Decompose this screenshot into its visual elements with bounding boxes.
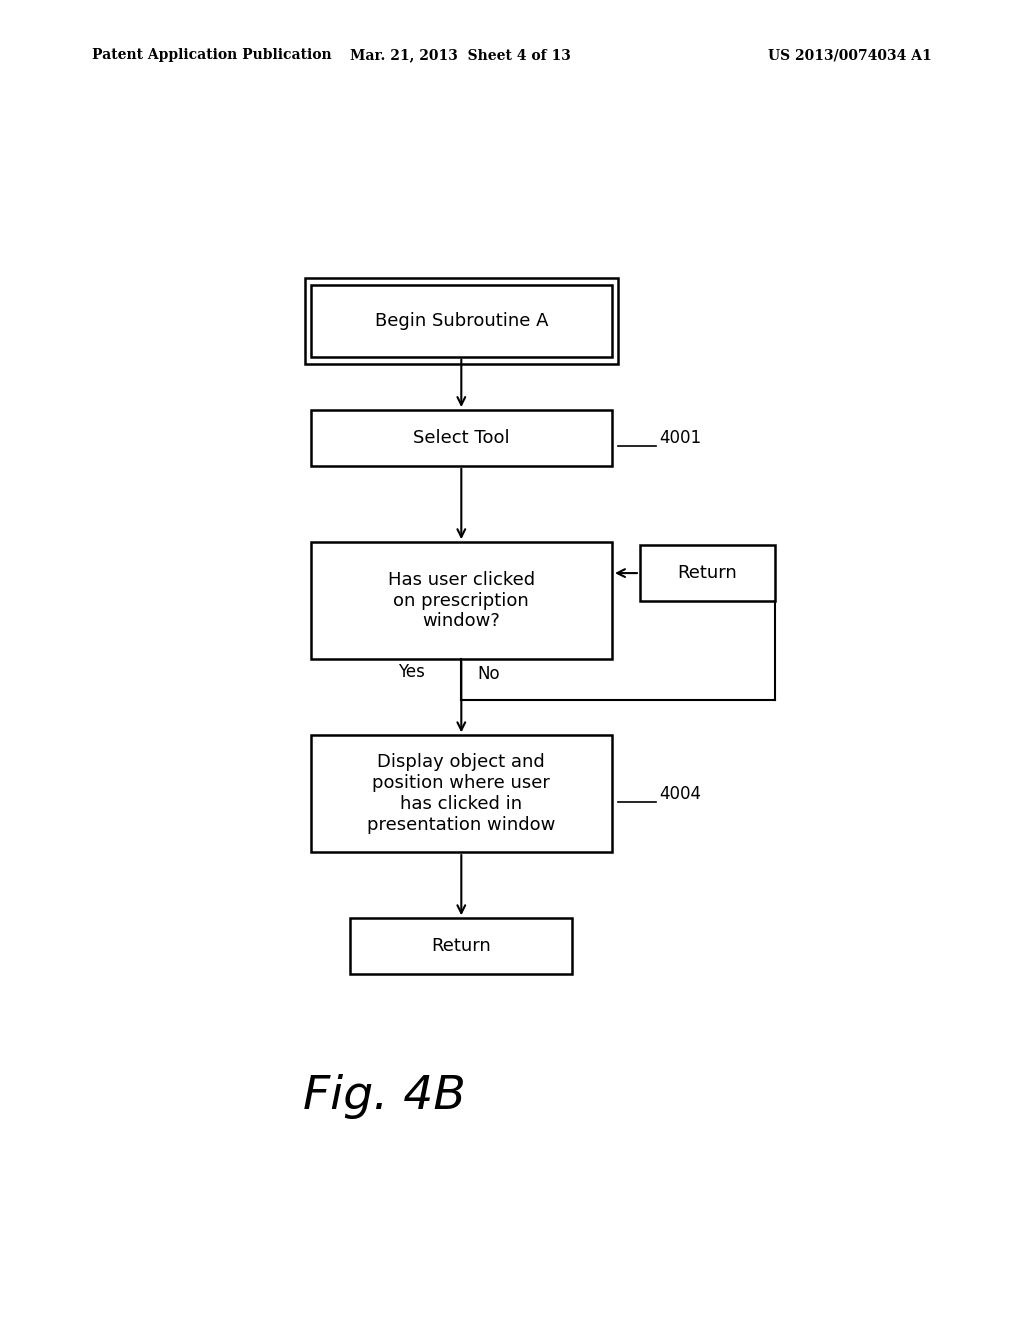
Text: Has user clicked
on prescription
window?: Has user clicked on prescription window? xyxy=(388,570,535,631)
Text: Mar. 21, 2013  Sheet 4 of 13: Mar. 21, 2013 Sheet 4 of 13 xyxy=(350,49,571,62)
Text: 4001: 4001 xyxy=(659,429,701,447)
Bar xyxy=(310,543,612,659)
Bar xyxy=(350,919,572,974)
Text: Fig. 4B: Fig. 4B xyxy=(303,1074,465,1119)
Text: Return: Return xyxy=(431,937,492,956)
Text: Patent Application Publication: Patent Application Publication xyxy=(92,49,332,62)
Bar xyxy=(640,545,775,601)
Text: Display object and
position where user
has clicked in
presentation window: Display object and position where user h… xyxy=(368,754,555,834)
Text: Begin Subroutine A: Begin Subroutine A xyxy=(375,312,548,330)
Text: Return: Return xyxy=(678,564,737,582)
Bar xyxy=(310,285,612,356)
Text: 4004: 4004 xyxy=(659,784,701,803)
Text: US 2013/0074034 A1: US 2013/0074034 A1 xyxy=(768,49,932,62)
Text: No: No xyxy=(477,665,500,684)
Text: Select Tool: Select Tool xyxy=(413,429,510,447)
Bar xyxy=(310,735,612,853)
Bar xyxy=(305,279,617,364)
Bar xyxy=(310,411,612,466)
Text: Yes: Yes xyxy=(397,663,425,681)
